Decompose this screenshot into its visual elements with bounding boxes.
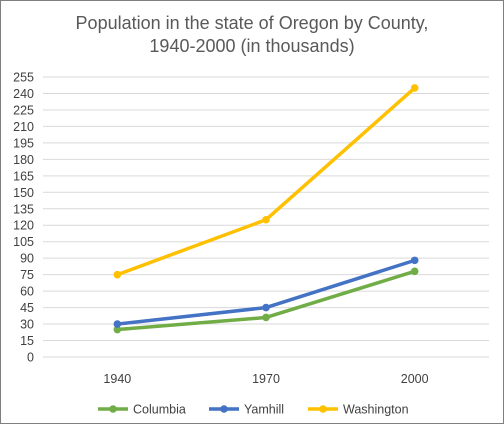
x-tick-label: 1970	[252, 372, 280, 386]
chart-title-line-1: Population in the state of Oregon by Cou…	[76, 13, 429, 33]
data-point-washington	[410, 84, 419, 92]
y-tick-label: 120	[13, 219, 34, 233]
y-tick-label: 135	[13, 202, 34, 216]
data-point-washington	[113, 270, 122, 279]
y-tick-label: 150	[13, 186, 34, 200]
x-axis-ticks: 1940 1970 2000	[103, 372, 428, 386]
y-tick-label: 195	[13, 136, 34, 150]
y-tick-label: 75	[20, 268, 34, 282]
data-point-washington	[262, 215, 270, 224]
legend-label-columbia: Columbia	[133, 403, 186, 417]
legend-item-columbia: Columbia	[98, 403, 186, 417]
data-point-yamhill	[262, 303, 270, 312]
y-tick-label: 255	[13, 71, 34, 85]
data-point-columbia	[262, 313, 270, 322]
legend-marker-yamhill	[220, 405, 228, 413]
legend-marker-columbia	[109, 405, 117, 413]
legend-label-washington: Washington	[343, 403, 409, 417]
y-axis-ticks: 0 15 30 45 60 75 90 105 120 135 150 165 180 195 210 225…	[13, 71, 34, 365]
y-tick-label: 45	[20, 301, 34, 315]
series-washington	[113, 84, 419, 279]
y-tick-label: 0	[27, 351, 34, 365]
series-line-washington	[115, 86, 417, 277]
plot-area	[113, 84, 419, 334]
legend-item-yamhill: Yamhill	[209, 403, 284, 417]
y-tick-label: 30	[20, 318, 34, 332]
data-point-columbia	[113, 325, 122, 334]
y-tick-label: 15	[20, 334, 34, 348]
data-point-columbia	[410, 267, 419, 276]
y-tick-label: 180	[13, 153, 34, 167]
legend-item-washington: Washington	[308, 403, 409, 417]
series-columbia	[113, 267, 419, 334]
legend-marker-washington	[319, 405, 327, 413]
legend-label-yamhill: Yamhill	[244, 403, 284, 417]
x-tick-label: 2000	[401, 372, 429, 386]
x-tick-label: 1940	[103, 372, 131, 386]
y-tick-label: 105	[13, 235, 34, 249]
y-tick-label: 90	[20, 252, 34, 266]
y-tick-label: 240	[13, 87, 34, 101]
series-yamhill	[113, 256, 419, 328]
chart-title-line-2: 1940-2000 (in thousands)	[149, 36, 354, 56]
y-tick-label: 225	[13, 103, 34, 117]
y-tick-label: 210	[13, 120, 34, 134]
legend: Columbia Yamhill Washington	[98, 403, 409, 417]
y-tick-label: 165	[13, 169, 34, 183]
data-point-yamhill	[113, 320, 122, 328]
y-tick-label: 60	[20, 285, 34, 299]
data-point-yamhill	[410, 256, 419, 265]
